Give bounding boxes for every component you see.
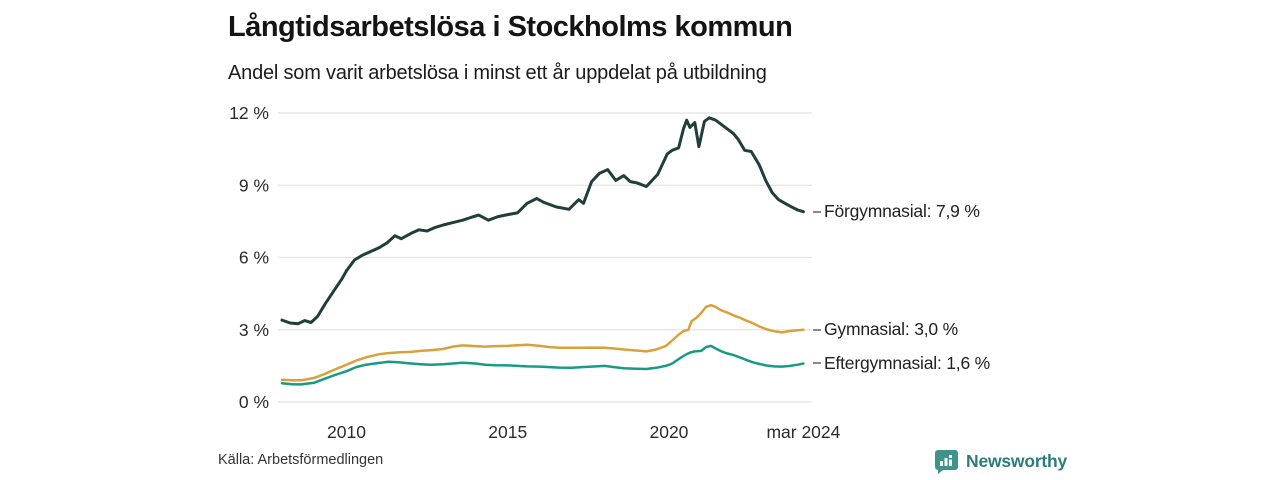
end-label-gymnasial: Gymnasial: 3,0 % [813, 319, 958, 341]
y-axis-tick-label: 0 % [239, 392, 269, 412]
newsworthy-wordmark: Newsworthy [966, 451, 1068, 471]
end-label-text: Gymnasial: 3,0 % [824, 319, 958, 340]
page-title: Långtidsarbetslösa i Stockholms kommun [228, 11, 793, 43]
end-label-forgymnasial: Förgymnasial: 7,9 % [813, 201, 980, 223]
newsworthy-logo[interactable]: Newsworthy [934, 449, 1067, 474]
x-axis-tick-label: 2010 [327, 422, 366, 442]
chart-subtitle: Andel som varit arbetslösa i minst ett å… [228, 62, 767, 84]
series-line-eftergymnasial [280, 344, 805, 386]
newsworthy-icon [935, 450, 958, 474]
y-axis-tick-label: 9 % [239, 175, 269, 195]
y-axis-tick-label: 6 % [239, 248, 269, 268]
end-label-eftergymnasial: Eftergymnasial: 1,6 % [813, 352, 990, 374]
end-label-text: Förgymnasial: 7,9 % [824, 201, 980, 222]
label-dash [813, 362, 821, 365]
series-line-förgymnasial [280, 116, 805, 326]
label-dash [813, 328, 821, 331]
series-line-gymnasial [280, 303, 805, 382]
end-label-text: Eftergymnasial: 1,6 % [824, 352, 991, 373]
y-axis-tick-label: 3 % [239, 320, 269, 340]
x-axis-tick-label: mar 2024 [766, 422, 840, 442]
y-axis-tick-label: 12 % [229, 103, 269, 123]
label-dash [813, 210, 821, 213]
x-axis-tick-label: 2015 [488, 422, 527, 442]
source-note: Källa: Arbetsförmedlingen [218, 452, 384, 468]
x-axis-tick-label: 2020 [649, 422, 688, 442]
